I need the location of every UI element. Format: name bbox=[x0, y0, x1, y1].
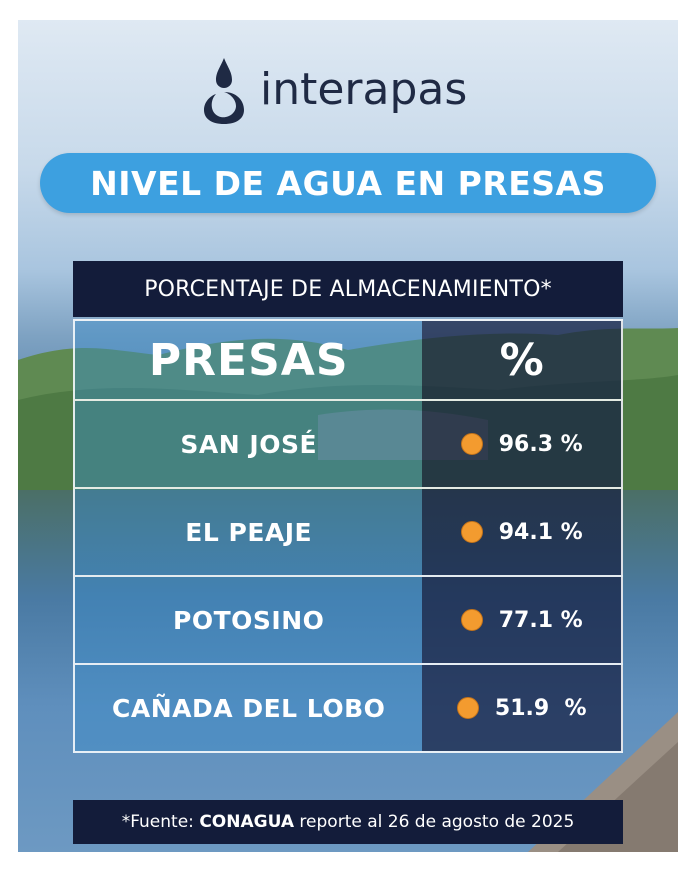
dam-name: EL PEAJE bbox=[185, 517, 313, 547]
dam-name: SAN JOSÉ bbox=[180, 429, 318, 459]
page-title: NIVEL DE AGUA EN PRESAS bbox=[90, 163, 606, 203]
header-cell-name: PRESAS bbox=[73, 321, 423, 399]
table-row: POTOSINO 77.1 % bbox=[73, 575, 623, 663]
orange-dot-icon bbox=[456, 697, 479, 719]
title-banner: NIVEL DE AGUA EN PRESAS bbox=[40, 153, 656, 213]
footer-prefix: *Fuente: bbox=[121, 812, 200, 832]
dam-name-cell: EL PEAJE bbox=[73, 489, 423, 575]
footer-suffix: reporte al 26 de agosto de 2025 bbox=[294, 812, 575, 832]
dam-percent: 96.3 % bbox=[498, 431, 583, 457]
header-presas: PRESAS bbox=[148, 334, 349, 386]
dam-percent: 51.9 % bbox=[494, 695, 587, 721]
dam-percent-wrap: 77.1 % bbox=[460, 607, 583, 633]
water-drop-logo-icon bbox=[204, 58, 244, 124]
brand-logo: interapas bbox=[198, 50, 498, 130]
subtitle: PORCENTAJE DE ALMACENAMIENTO* bbox=[144, 276, 552, 302]
dam-name: CAÑADA DEL LOBO bbox=[112, 693, 386, 723]
dam-percent-wrap: 94.1 % bbox=[460, 519, 583, 545]
brand-name: interapas bbox=[260, 64, 468, 115]
footer-source: CONAGUA bbox=[199, 812, 295, 832]
source-footer: *Fuente: CONAGUA reporte al 26 de agosto… bbox=[73, 800, 623, 844]
dam-name-cell: SAN JOSÉ bbox=[73, 401, 423, 487]
dam-percent: 77.1 % bbox=[498, 607, 583, 633]
subtitle-bar: PORCENTAJE DE ALMACENAMIENTO* bbox=[73, 261, 623, 317]
dam-percent-cell: 96.3 % bbox=[422, 401, 623, 487]
table-row: SAN JOSÉ 96.3 % bbox=[73, 399, 623, 487]
dam-name: POTOSINO bbox=[173, 605, 325, 635]
dam-percent: 94.1 % bbox=[498, 519, 583, 545]
orange-dot-icon bbox=[460, 609, 483, 631]
table-row: CAÑADA DEL LOBO 51.9 % bbox=[73, 663, 623, 753]
storage-table: PRESAS % SAN JOSÉ 96.3 % EL PEAJE bbox=[73, 319, 623, 753]
dam-percent-wrap: 51.9 % bbox=[456, 695, 587, 721]
dam-name-cell: POTOSINO bbox=[73, 577, 423, 663]
infographic-card: interapas NIVEL DE AGUA EN PRESAS PORCEN… bbox=[18, 20, 678, 852]
dam-percent-cell: 77.1 % bbox=[422, 577, 623, 663]
table-header-row: PRESAS % bbox=[73, 319, 623, 399]
header-cell-percent: % bbox=[422, 321, 623, 399]
orange-dot-icon bbox=[460, 433, 483, 455]
dam-name-cell: CAÑADA DEL LOBO bbox=[73, 665, 423, 751]
dam-percent-wrap: 96.3 % bbox=[460, 431, 583, 457]
header-percent: % bbox=[499, 334, 544, 386]
orange-dot-icon bbox=[460, 521, 483, 543]
dam-percent-cell: 94.1 % bbox=[422, 489, 623, 575]
dam-percent-cell: 51.9 % bbox=[422, 665, 623, 751]
table-row: EL PEAJE 94.1 % bbox=[73, 487, 623, 575]
